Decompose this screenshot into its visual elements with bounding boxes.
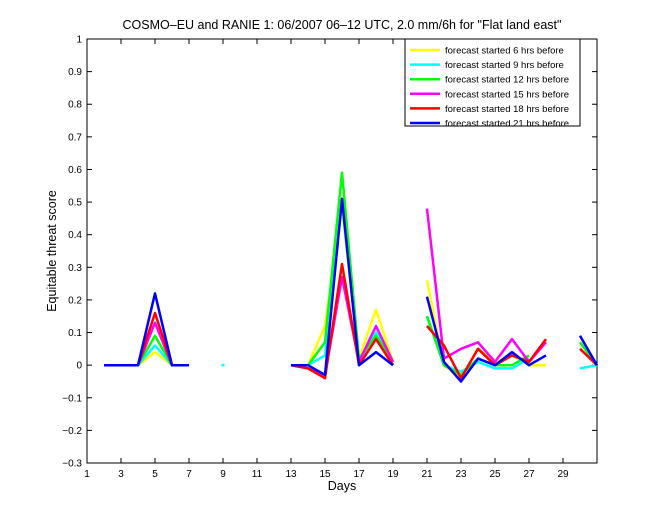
x-tick-label: 11 — [252, 469, 263, 480]
y-tick-label: 0.9 — [68, 67, 82, 78]
x-tick-label: 17 — [353, 469, 365, 480]
series-line — [104, 292, 189, 367]
series-line — [425, 296, 547, 383]
series-line — [426, 325, 548, 380]
x-tick-label: 9 — [220, 469, 226, 480]
x-tick-label: 5 — [152, 469, 158, 480]
x-tick-label: 13 — [285, 469, 297, 480]
y-tick-label: −0.2 — [62, 426, 82, 437]
series-line — [425, 208, 547, 364]
x-tick-label: 19 — [387, 469, 399, 480]
x-tick-label: 15 — [319, 469, 331, 480]
x-tick-label: 29 — [557, 469, 569, 480]
x-tick-label: 7 — [186, 469, 192, 480]
x-axis-label: Days — [328, 479, 356, 493]
legend-label: forecast started 15 hrs before — [445, 89, 569, 100]
y-tick-label: −0.3 — [62, 459, 82, 470]
legend-label: forecast started 21 hrs before — [445, 119, 569, 130]
x-tick-label: 23 — [455, 469, 467, 480]
y-tick-label: 1 — [76, 35, 82, 46]
legend: forecast started 6 hrs before forecast st… — [404, 38, 581, 130]
legend-label: forecast started 6 hrs before — [445, 46, 564, 57]
legend-label: forecast started 18 hrs before — [445, 104, 569, 115]
y-tick-label: 0 — [76, 361, 82, 372]
x-tick-label: 3 — [118, 469, 124, 480]
series-line — [579, 363, 598, 370]
series-line — [578, 335, 599, 366]
y-tick-label: 0.1 — [68, 328, 82, 339]
series-layer — [104, 171, 599, 383]
chart-title: COSMO–EU and RANIE 1: 06/2007 06–12 UTC,… — [123, 18, 562, 32]
series-group — [104, 197, 599, 383]
y-tick-label: 0.3 — [68, 263, 82, 274]
y-tick-label: 0.6 — [68, 165, 82, 176]
axis-ticks: 1 3 5 7 9 11 13 15 17 19 21 23 25 27 29−0.3−0.2−0.100.… — [62, 35, 597, 480]
y-tick-label: 0.2 — [68, 295, 82, 306]
series-line — [291, 197, 394, 377]
y-tick-label: 0.5 — [68, 198, 82, 209]
y-tick-label: 0.4 — [68, 230, 82, 241]
y-axis-label: Equitable threat score — [45, 190, 59, 312]
legend-box — [404, 38, 581, 127]
legend-label: forecast started 9 hrs before — [445, 60, 564, 71]
x-tick-label: 25 — [489, 469, 501, 480]
y-tick-label: 0.8 — [68, 100, 82, 111]
legend-label: forecast started 12 hrs before — [445, 75, 569, 86]
series-line — [290, 262, 395, 380]
x-tick-label: 21 — [421, 469, 433, 480]
x-tick-label: 1 — [84, 469, 90, 480]
y-tick-label: 0.7 — [68, 132, 82, 143]
y-tick-label: −0.1 — [62, 393, 82, 404]
x-tick-label: 27 — [523, 469, 535, 480]
